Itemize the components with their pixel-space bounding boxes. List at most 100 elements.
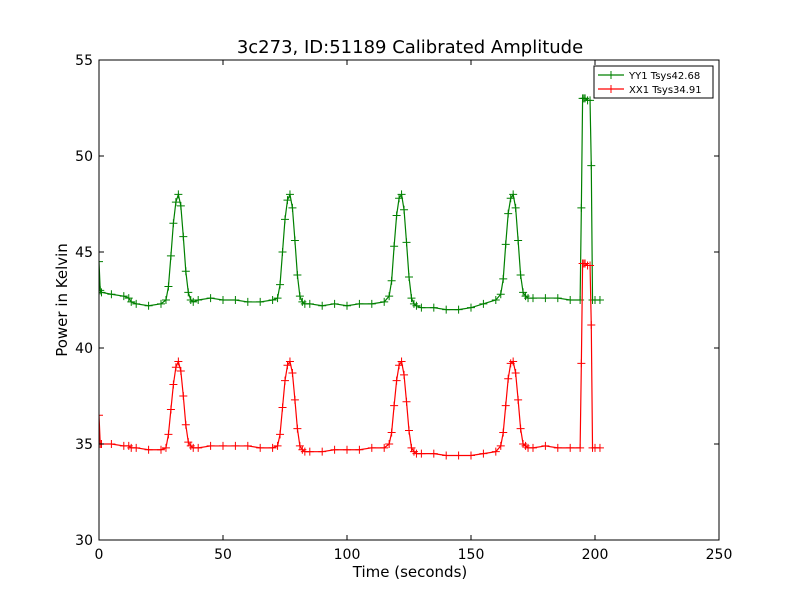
data-point [278, 248, 287, 256]
legend-label: XX1 Tsys34.91 [629, 85, 702, 96]
data-point [499, 274, 508, 283]
data-point [99, 411, 103, 420]
data-point [380, 443, 389, 452]
data-point [144, 301, 153, 310]
data-point [566, 296, 575, 304]
y-tick-label: 30 [75, 533, 93, 549]
x-axis-label: Time (seconds) [352, 563, 468, 581]
data-point [184, 288, 193, 297]
data-point [290, 236, 299, 245]
data-point [290, 395, 299, 404]
plot-area [98, 59, 720, 541]
data-point [587, 320, 596, 329]
y-tick-label: 40 [75, 341, 93, 357]
data-point [392, 211, 401, 220]
data-point [454, 451, 463, 460]
data-point [278, 403, 287, 412]
y-tick-label: 50 [75, 149, 93, 165]
data-point [514, 395, 523, 404]
data-point [496, 290, 505, 299]
data-point [429, 303, 438, 312]
data-point [467, 451, 475, 460]
data-point [268, 443, 277, 452]
data-point [281, 215, 289, 224]
data-point [273, 441, 282, 450]
data-point [161, 443, 170, 452]
data-point [529, 443, 537, 452]
data-point [157, 299, 165, 308]
data-point [174, 190, 183, 199]
data-point [343, 445, 351, 454]
data-point [194, 443, 203, 452]
data-point [343, 301, 351, 310]
legend-label: YY1 Tsys42.68 [628, 71, 700, 82]
data-point [330, 445, 339, 454]
data-point [268, 296, 277, 304]
data-point [256, 297, 265, 306]
data-point [390, 401, 399, 410]
data-point [164, 282, 173, 291]
data-point [595, 443, 604, 452]
data-point [281, 376, 289, 385]
data-point [176, 201, 185, 210]
data-point [566, 443, 575, 452]
y-axis-label: Power in Kelvin [53, 243, 71, 357]
series-line [99, 97, 600, 311]
data-point [541, 294, 550, 303]
legend-marker [607, 71, 615, 79]
x-tick-label: 250 [706, 547, 733, 563]
data-point [501, 401, 510, 410]
data-point [285, 190, 294, 199]
data-point [501, 240, 510, 249]
series-line [99, 262, 600, 457]
data-point [132, 299, 141, 308]
data-point [179, 392, 188, 400]
data-point [576, 443, 585, 452]
data-point [390, 242, 399, 251]
data-point [127, 297, 136, 306]
data-point [305, 299, 314, 308]
data-point [288, 368, 297, 377]
data-point [99, 257, 103, 266]
data-point [405, 426, 413, 435]
data-point [166, 405, 175, 414]
data-point [171, 363, 180, 372]
data-point [231, 296, 240, 304]
data-point [402, 238, 411, 247]
data-point [454, 305, 463, 314]
data-point [243, 441, 252, 450]
y-tick-label: 55 [75, 53, 93, 69]
data-point [119, 292, 128, 301]
x-tick-label: 150 [458, 547, 485, 563]
data-point [107, 290, 116, 299]
data-point [132, 443, 141, 452]
data-point [285, 357, 294, 366]
data-point [529, 294, 537, 303]
data-point [367, 299, 376, 308]
data-point [367, 443, 376, 452]
data-point [504, 209, 513, 218]
data-point [429, 449, 438, 458]
data-point [491, 296, 500, 304]
data-point [417, 303, 426, 312]
x-tick-label: 0 [95, 547, 104, 563]
data-point [509, 190, 518, 199]
data-point [169, 380, 178, 389]
data-point [387, 276, 396, 285]
data-point [107, 440, 116, 448]
data-point [206, 294, 215, 303]
data-point [194, 296, 203, 304]
legend: YY1 Tsys42.68 XX1 Tsys34.91 [593, 65, 714, 99]
data-point [157, 445, 165, 454]
data-point [586, 261, 595, 270]
data-point [166, 251, 175, 260]
data-point [516, 271, 525, 280]
data-point [179, 232, 188, 241]
data-point [144, 445, 153, 454]
data-point [504, 374, 513, 383]
data-point [576, 296, 585, 304]
data-point [442, 451, 451, 460]
data-point [256, 443, 265, 452]
data-point [385, 440, 394, 448]
x-tick-label: 50 [214, 547, 232, 563]
